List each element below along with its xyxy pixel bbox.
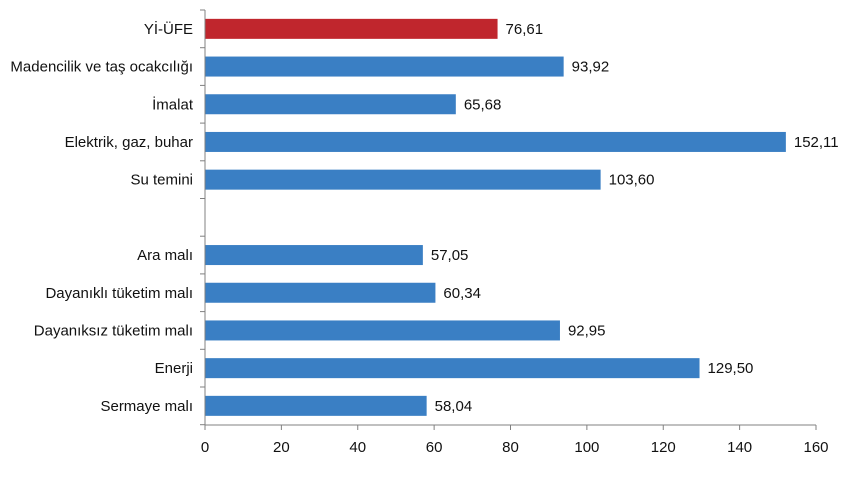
value-label: 129,50 xyxy=(708,360,754,377)
value-label: 57,05 xyxy=(431,247,469,264)
category-label: Dayanıklı tüketim malı xyxy=(45,285,193,302)
category-label: Su temini xyxy=(130,172,193,189)
x-tick-label: 160 xyxy=(803,439,828,456)
value-label: 92,95 xyxy=(568,322,606,339)
x-tick-label: 60 xyxy=(426,439,443,456)
bar xyxy=(205,245,423,266)
category-label: Madencilik ve taş ocakcılığı xyxy=(10,59,193,76)
category-label: Sermaye malı xyxy=(100,398,193,415)
category-label: Ara malı xyxy=(137,247,193,264)
value-label: 152,11 xyxy=(794,134,839,151)
x-tick-label: 0 xyxy=(201,439,209,456)
bar xyxy=(205,395,427,416)
category-label: Dayanıksız tüketim malı xyxy=(34,322,193,339)
category-label: İmalat xyxy=(152,95,194,113)
bar xyxy=(205,358,700,379)
bar xyxy=(205,56,564,77)
value-label: 58,04 xyxy=(435,398,473,415)
bar xyxy=(205,320,560,341)
x-tick-label: 100 xyxy=(574,439,599,456)
bar xyxy=(205,18,498,39)
x-tick-label: 20 xyxy=(273,439,290,456)
category-label: Enerji xyxy=(155,360,193,377)
category-label: Elektrik, gaz, buhar xyxy=(65,134,193,151)
bar xyxy=(205,131,786,152)
bar xyxy=(205,282,436,303)
bar xyxy=(205,94,456,115)
x-tick-label: 80 xyxy=(502,439,519,456)
value-label: 76,61 xyxy=(506,21,544,38)
bar xyxy=(205,169,601,190)
value-label: 65,68 xyxy=(464,96,502,113)
value-label: 93,92 xyxy=(572,59,610,76)
x-tick-label: 40 xyxy=(349,439,366,456)
category-label: Yİ-ÜFE xyxy=(144,20,193,38)
value-label: 103,60 xyxy=(609,172,655,189)
x-tick-label: 140 xyxy=(727,439,752,456)
x-tick-label: 120 xyxy=(651,439,676,456)
value-label: 60,34 xyxy=(443,285,481,302)
